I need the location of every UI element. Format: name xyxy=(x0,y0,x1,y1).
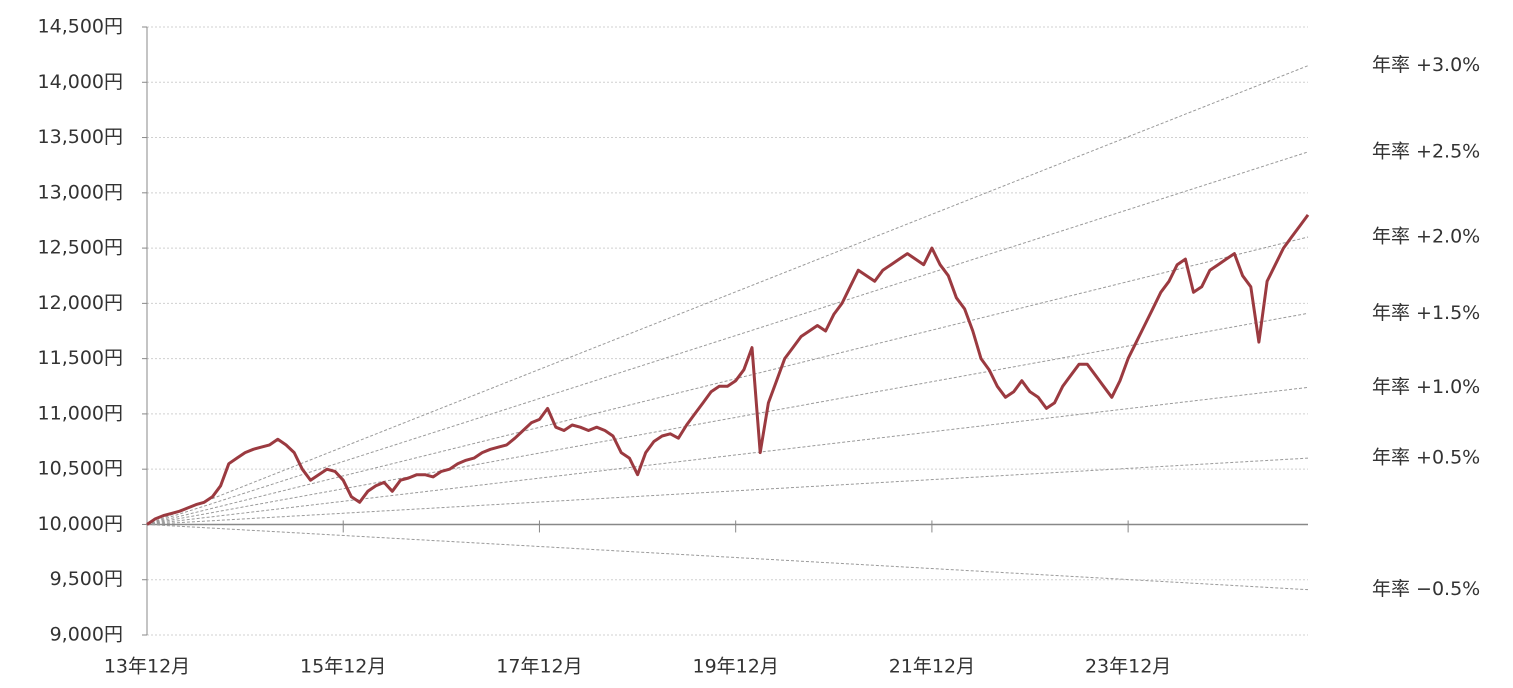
reference-line xyxy=(146,236,1309,525)
x-tick-label: 19年12月 xyxy=(692,656,778,678)
reference-label: 年率 +0.5% xyxy=(1372,447,1480,469)
y-tick-label: 10,500円 xyxy=(38,458,123,480)
y-tick-label: 14,500円 xyxy=(38,16,123,38)
reference-label: 年率 −0.5% xyxy=(1372,578,1480,600)
reference-line xyxy=(146,151,1309,525)
x-tick-label: 17年12月 xyxy=(496,656,582,678)
y-tick-label: 9,000円 xyxy=(50,624,123,646)
reference-label: 年率 +2.0% xyxy=(1372,226,1480,248)
x-tick-label: 23年12月 xyxy=(1085,656,1171,678)
y-tick-label: 11,000円 xyxy=(38,402,123,424)
reference-line xyxy=(146,457,1309,525)
y-tick-label: 12,500円 xyxy=(38,237,123,259)
reference-label: 年率 +1.5% xyxy=(1372,302,1480,324)
data-line xyxy=(146,214,1310,526)
y-tick-label: 14,000円 xyxy=(38,71,123,93)
x-tick-label: 21年12月 xyxy=(889,656,975,678)
reference-label: 年率 +1.0% xyxy=(1372,376,1480,398)
reference-line xyxy=(146,65,1309,525)
y-tick-label: 9,500円 xyxy=(50,568,123,590)
x-tick-label: 15年12月 xyxy=(300,656,386,678)
reference-label: 年率 +2.5% xyxy=(1372,140,1480,162)
x-tick-label: 13年12月 xyxy=(104,656,190,678)
y-tick-label: 10,000円 xyxy=(38,513,123,535)
y-tick-label: 12,000円 xyxy=(38,292,123,314)
reference-line xyxy=(146,312,1309,525)
y-tick-label: 11,500円 xyxy=(38,347,123,369)
reference-label: 年率 +3.0% xyxy=(1372,54,1480,76)
y-tick-label: 13,000円 xyxy=(38,181,123,203)
y-tick-label: 13,500円 xyxy=(38,126,123,148)
reference-line xyxy=(146,523,1309,591)
